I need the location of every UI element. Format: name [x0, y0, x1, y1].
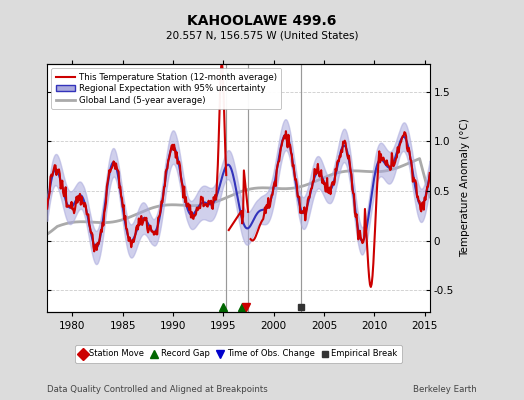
Text: Data Quality Controlled and Aligned at Breakpoints: Data Quality Controlled and Aligned at B…: [47, 385, 268, 394]
Legend: Station Move, Record Gap, Time of Obs. Change, Empirical Break: Station Move, Record Gap, Time of Obs. C…: [75, 345, 401, 363]
Y-axis label: Temperature Anomaly (°C): Temperature Anomaly (°C): [460, 118, 470, 258]
Text: Berkeley Earth: Berkeley Earth: [413, 385, 477, 394]
Text: 20.557 N, 156.575 W (United States): 20.557 N, 156.575 W (United States): [166, 30, 358, 40]
Legend: This Temperature Station (12-month average), Regional Expectation with 95% uncer: This Temperature Station (12-month avera…: [51, 68, 281, 109]
Text: KAHOOLAWE 499.6: KAHOOLAWE 499.6: [187, 14, 337, 28]
